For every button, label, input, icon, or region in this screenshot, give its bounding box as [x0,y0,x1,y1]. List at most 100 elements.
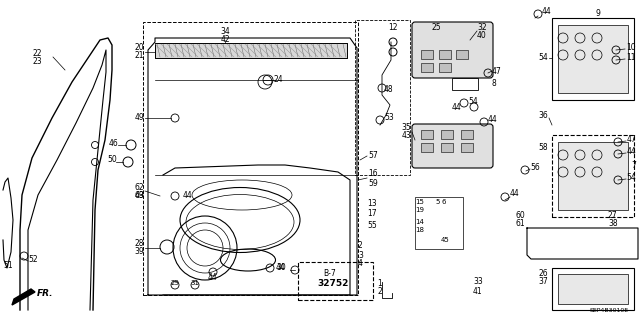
Text: 33: 33 [473,278,483,286]
Text: 2: 2 [377,287,382,296]
Bar [298,262,373,300]
Bar [421,50,433,59]
Text: 63: 63 [134,190,144,199]
Text: 59: 59 [368,179,378,188]
Text: 9: 9 [596,9,600,18]
Text: 17: 17 [367,210,376,219]
Text: 43: 43 [401,131,411,140]
Text: 45: 45 [440,237,449,243]
Bar [421,130,433,139]
Bar [415,197,463,249]
Bar [461,143,473,152]
Text: 30: 30 [276,263,285,272]
Bar [441,143,453,152]
Bar [552,18,634,100]
Text: 44: 44 [488,115,498,124]
Bar [441,130,453,139]
Bar [421,143,433,152]
Text: 44: 44 [451,102,461,112]
Text: 14: 14 [415,219,424,225]
Bar [439,63,451,72]
Text: 56: 56 [530,164,540,173]
Text: 29: 29 [171,280,179,286]
Text: 52: 52 [28,256,38,264]
Text: SEP4B3010E: SEP4B3010E [590,308,629,313]
Text: 55: 55 [367,221,377,231]
Text: 11: 11 [627,54,636,63]
Text: 46: 46 [109,138,119,147]
Text: 47: 47 [492,66,502,76]
Text: 28: 28 [134,240,144,249]
Text: 27: 27 [608,211,618,220]
Text: 37: 37 [538,278,548,286]
Text: 1: 1 [377,278,382,287]
Bar [143,22,358,295]
FancyBboxPatch shape [412,124,493,168]
Text: 48: 48 [384,85,394,94]
Text: 42: 42 [220,34,230,43]
Text: 3: 3 [358,250,363,259]
Bar [552,268,634,310]
Text: 8: 8 [492,79,497,88]
Text: 10: 10 [627,43,636,53]
Text: 62: 62 [134,182,144,191]
Text: 19: 19 [415,207,424,213]
Text: 54: 54 [538,54,548,63]
Bar [155,43,347,58]
Text: 21: 21 [134,51,144,61]
Bar [456,50,468,59]
Bar [355,20,410,175]
Text: 12: 12 [388,23,397,32]
Text: 54: 54 [627,174,636,182]
Text: 38: 38 [608,219,618,228]
Text: 49: 49 [134,114,144,122]
Text: FR.: FR. [37,288,54,298]
Text: 13: 13 [367,199,376,209]
Text: 15: 15 [415,199,424,205]
Text: 18: 18 [415,227,424,233]
Bar [421,63,433,72]
Text: 61: 61 [515,219,525,228]
Bar [558,274,628,304]
Text: 40: 40 [477,31,487,40]
Text: 23: 23 [32,56,42,65]
Bar [452,78,478,90]
Text: 35: 35 [401,123,411,132]
FancyBboxPatch shape [412,22,493,78]
Bar [558,142,628,210]
Text: 26: 26 [538,270,548,278]
Text: 44: 44 [275,263,285,271]
Text: 50: 50 [107,155,116,165]
Text: 6: 6 [441,199,445,205]
Bar [155,43,347,58]
Text: 36: 36 [538,110,548,120]
Text: 32: 32 [477,23,486,32]
Text: 31: 31 [191,280,200,286]
Text: 7: 7 [631,160,636,169]
Polygon shape [12,289,35,305]
Text: 44: 44 [183,190,193,199]
Text: 44: 44 [208,273,218,283]
Text: 2: 2 [358,241,363,250]
Text: 51: 51 [3,262,13,271]
Text: 34: 34 [220,26,230,35]
Text: 4: 4 [358,259,363,269]
Text: 44: 44 [510,189,520,197]
Bar [439,50,451,59]
Text: 5: 5 [435,199,440,205]
Text: 57: 57 [368,151,378,160]
Bar [558,25,628,93]
Text: 25: 25 [432,23,442,32]
Text: 60: 60 [515,211,525,220]
Text: 53: 53 [384,114,394,122]
Text: 47: 47 [627,136,636,145]
Text: 32752: 32752 [317,279,348,288]
Bar [461,130,473,139]
Text: 49: 49 [134,191,144,201]
Text: 44: 44 [542,8,552,17]
Text: 16: 16 [368,168,378,177]
Text: 39: 39 [134,248,144,256]
Text: 20: 20 [134,43,144,53]
Text: B-7: B-7 [323,270,336,278]
Text: 24: 24 [274,76,284,85]
